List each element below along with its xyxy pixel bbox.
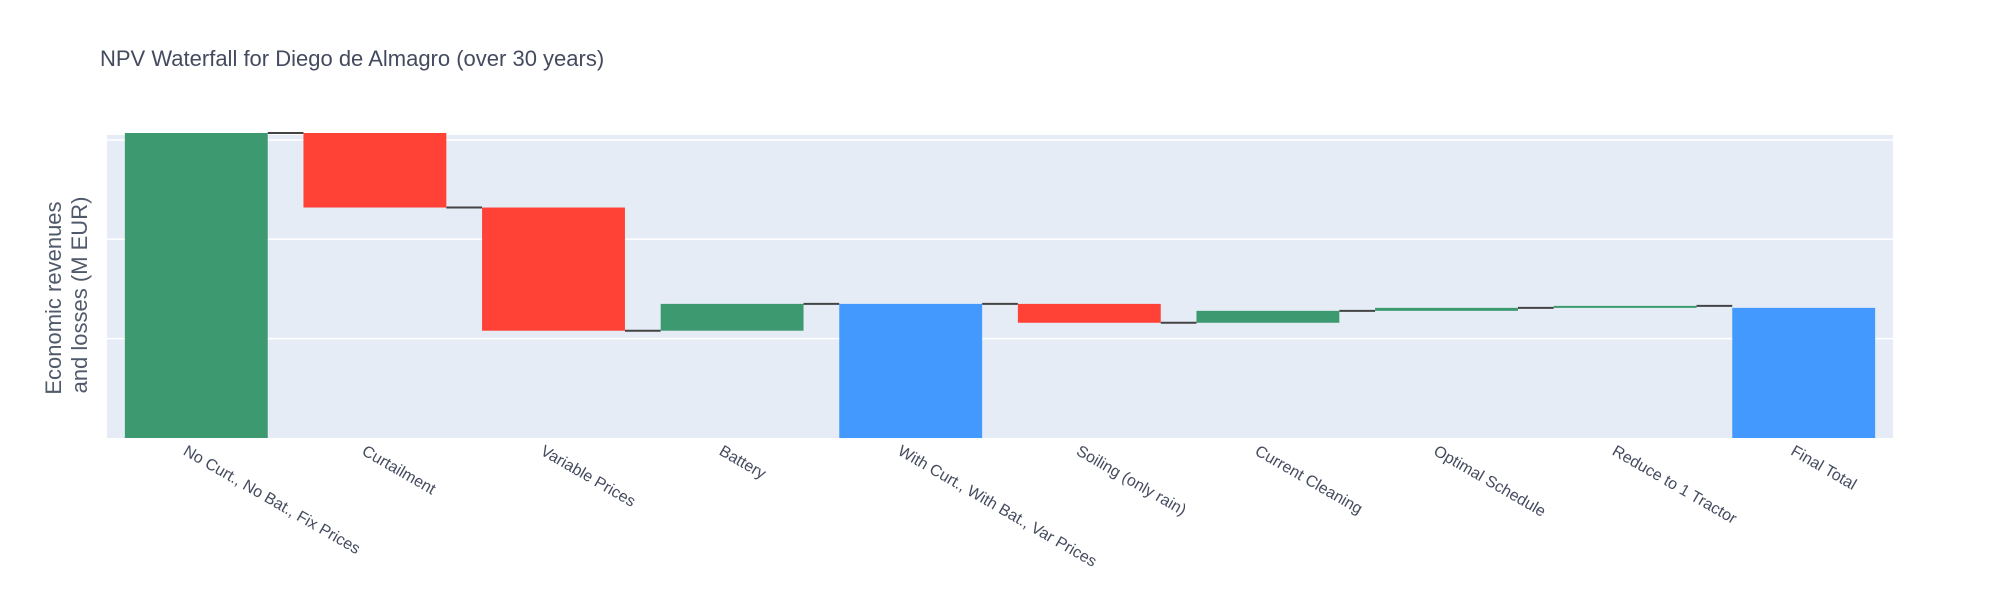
x-tick-label-10: Final Total xyxy=(1788,443,1859,494)
bar-3 xyxy=(482,207,625,331)
x-tick-label-9: Reduce to 1 Tractor xyxy=(1609,443,1740,528)
bar-6 xyxy=(1017,303,1161,323)
bars xyxy=(124,133,1876,438)
bar-1 xyxy=(124,133,268,438)
y-axis-label-line-2: and losses (M EUR) xyxy=(67,197,92,394)
x-tick-label-6: Soiling (only rain) xyxy=(1073,443,1189,520)
bar-9 xyxy=(1553,305,1697,308)
bar-4 xyxy=(660,303,804,331)
chart-title: NPV Waterfall for Diego de Almagro (over… xyxy=(100,46,604,71)
x-tick-labels: No Curt., No Bat., Fix PricesCurtailment… xyxy=(180,443,1859,571)
bar-8 xyxy=(1375,307,1518,311)
x-tick-label-7: Current Cleaning xyxy=(1252,443,1365,518)
x-tick-label-5: With Curt., With Bat., Var Prices xyxy=(895,443,1100,571)
x-tick-label-3: Variable Prices xyxy=(538,443,639,511)
y-axis-label: Economic revenues and losses (M EUR) xyxy=(41,195,92,394)
x-tick-label-1: No Curt., No Bat., Fix Prices xyxy=(180,443,363,558)
connectors xyxy=(267,132,1733,332)
bar-7 xyxy=(1196,310,1340,323)
bar-2 xyxy=(303,133,447,208)
y-axis-label-line-1: Economic revenues xyxy=(41,201,66,394)
x-tick-label-4: Battery xyxy=(716,443,768,483)
x-tick-label-8: Optimal Schedule xyxy=(1431,443,1549,521)
x-tick-label-2: Curtailment xyxy=(359,443,439,499)
bar-5 xyxy=(839,303,983,438)
bar-10 xyxy=(1732,307,1876,438)
